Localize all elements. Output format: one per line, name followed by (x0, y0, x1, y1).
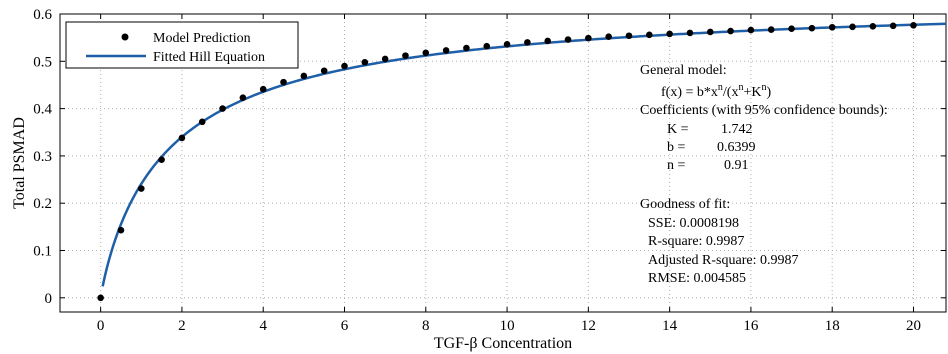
x-tick-label: 14 (662, 318, 678, 334)
data-point (828, 23, 836, 31)
y-tick-label: 0.5 (33, 54, 52, 70)
data-point (503, 40, 511, 48)
data-point (808, 24, 816, 32)
rmse-value: RMSE: 0.004585 (648, 271, 746, 286)
coef-k-label: K = (667, 122, 689, 137)
formula-part: /(x (723, 85, 739, 100)
formula-part: f(x) = b*x (661, 85, 718, 100)
data-point (605, 33, 612, 41)
data-point (117, 226, 125, 234)
formula-exponent: n (718, 82, 723, 93)
y-tick-label: 0.2 (33, 196, 52, 212)
general-model-label: General model: (640, 63, 727, 78)
model-formula: f(x) = b*xn/(xn+Kn) (661, 82, 771, 100)
data-point (889, 22, 897, 30)
legend-label-fitted-hill: Fitted Hill Equation (153, 50, 265, 65)
data-point (849, 23, 856, 31)
coef-b-label: b = (667, 140, 686, 155)
legend-marker-points (121, 33, 129, 41)
axis-ticks: 0 2 4 6 8 10 12 14 16 18 20 0 0.1 0.2 0.3 0.4 0.5 0.6 (33, 7, 946, 334)
x-tick-label: 12 (581, 318, 596, 334)
data-point (341, 62, 348, 70)
data-point (442, 47, 450, 54)
formula-part: +K (743, 85, 761, 100)
data-point (219, 105, 226, 112)
data-point (361, 58, 369, 66)
data-point (320, 67, 328, 75)
coefficients-label: Coefficients (with 95% confidence bounds… (640, 103, 888, 118)
data-point (544, 37, 552, 45)
data-point (239, 94, 247, 102)
data-point (483, 42, 491, 50)
y-tick-label: 0 (45, 291, 53, 307)
y-tick-label: 0.6 (33, 7, 52, 23)
fit-annotation: General model: f(x) = b*xn/(xn+Kn) Coeff… (640, 63, 888, 286)
data-point (259, 85, 267, 93)
coef-b-value: 0.6399 (717, 140, 756, 155)
data-point (300, 72, 308, 80)
formula-exponent: n (738, 82, 743, 93)
data-point (666, 30, 673, 38)
y-tick-label: 0.1 (33, 244, 52, 260)
goodness-of-fit-label: Goodness of fit: (640, 197, 730, 212)
data-point (158, 156, 165, 163)
data-point (747, 26, 755, 34)
legend-label-model-prediction: Model Prediction (153, 31, 251, 46)
data-point (422, 49, 430, 57)
data-point (137, 185, 145, 192)
plot-area-frame (59, 13, 947, 313)
data-point (706, 28, 714, 36)
x-tick-label: 6 (341, 318, 349, 334)
data-point (381, 55, 389, 63)
data-point (198, 118, 206, 126)
y-tick-label: 0.3 (33, 149, 52, 165)
legend: Model Prediction Fitted Hill Equation (65, 21, 299, 69)
data-point (910, 22, 917, 29)
data-point (178, 134, 186, 142)
coef-n-label: n = (667, 158, 686, 173)
data-point (767, 26, 775, 33)
data-point (97, 294, 104, 302)
sse-value: SSE: 0.0008198 (648, 216, 739, 231)
model-prediction-points (97, 22, 917, 302)
x-tick-label: 10 (500, 318, 515, 334)
data-point (402, 52, 409, 59)
data-point (463, 44, 470, 52)
data-point (524, 39, 531, 46)
data-point (788, 25, 795, 32)
data-point (625, 32, 633, 40)
y-axis-label: Total PSMAD (11, 117, 28, 209)
data-point (564, 36, 572, 43)
coef-n-value: 0.91 (724, 158, 749, 173)
data-point (280, 78, 287, 86)
x-tick-label: 8 (422, 318, 430, 334)
rsquare-value: R-square: 0.9987 (648, 234, 744, 249)
x-tick-label: 16 (743, 318, 759, 334)
formula-part: ) (766, 85, 771, 100)
x-axis-label: TGF-β Concentration (434, 335, 572, 352)
data-point (727, 27, 734, 35)
data-point (585, 34, 592, 42)
x-tick-label: 4 (259, 318, 267, 334)
x-tick-label: 18 (825, 318, 840, 334)
formula-exponent: n (761, 82, 766, 93)
adj-rsquare-value: Adjusted R-square: 0.9987 (648, 253, 798, 268)
y-tick-label: 0.4 (33, 102, 52, 118)
data-point (646, 31, 653, 39)
data-point (686, 29, 694, 37)
x-tick-label: 2 (178, 318, 186, 334)
coef-k-value: 1.742 (721, 122, 753, 137)
legend-box (65, 21, 299, 69)
data-point (869, 22, 877, 30)
grid-lines (60, 13, 946, 312)
x-tick-label: 20 (906, 318, 921, 334)
x-tick-label: 0 (97, 318, 105, 334)
